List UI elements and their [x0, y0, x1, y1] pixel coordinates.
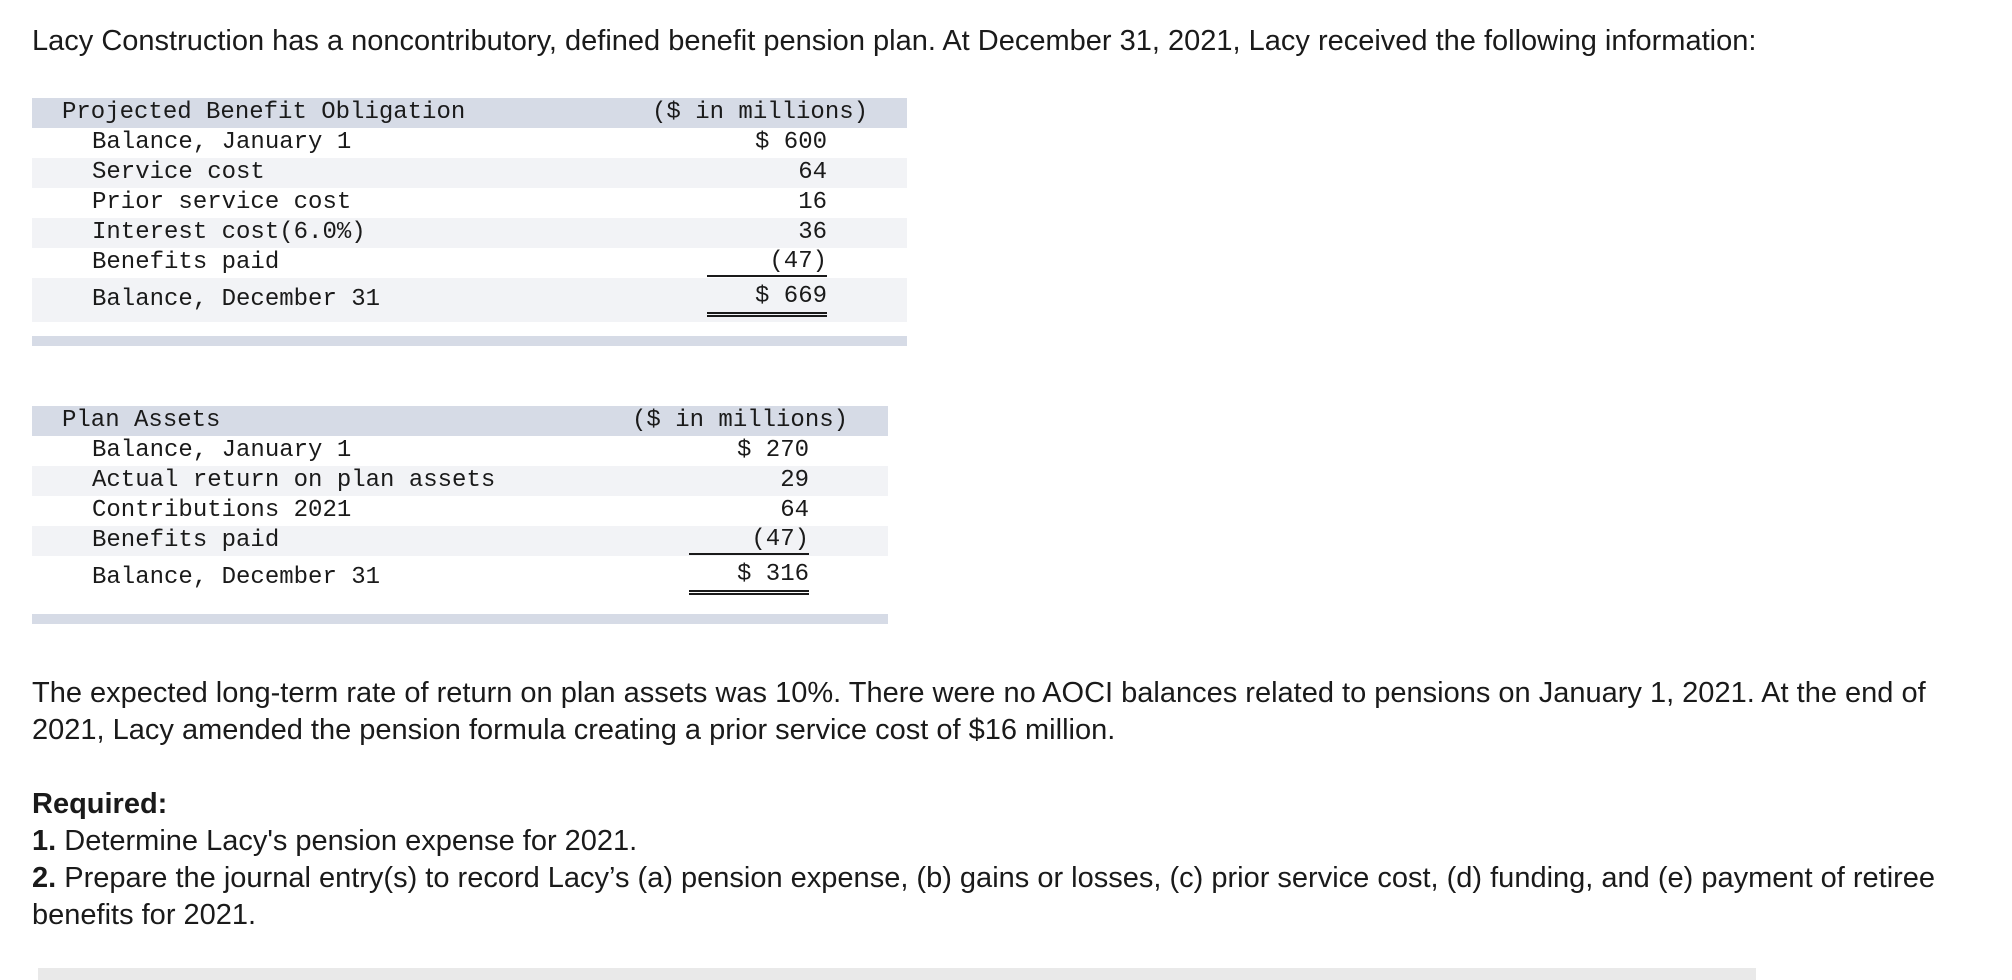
table-row: Benefits paid (47) [32, 248, 907, 278]
row-label: Contributions 2021 [92, 497, 352, 524]
table-row: Interest cost(6.0%) 36 [32, 218, 907, 248]
row-value: 64 [798, 159, 827, 186]
required-title: Required: [32, 788, 168, 820]
table-header-row: Projected Benefit Obligation ($ in milli… [32, 98, 907, 128]
table-row: Contributions 2021 64 [32, 496, 888, 526]
table-divider [32, 614, 888, 624]
table-row: Actual return on plan assets 29 [32, 466, 888, 496]
table-divider [32, 336, 907, 346]
table-row: Service cost 64 [32, 158, 907, 188]
bottom-divider [38, 968, 1756, 980]
row-label: Balance, January 1 [92, 437, 352, 464]
row-value: 64 [780, 497, 809, 524]
plan-assets-table: Plan Assets ($ in millions) Balance, Jan… [32, 406, 888, 624]
row-value: (47) [707, 248, 827, 277]
row-label: Actual return on plan assets [92, 467, 496, 494]
total-label: Balance, December 31 [92, 564, 381, 591]
row-value: (47) [689, 526, 809, 555]
required-item: 2. Prepare the journal entry(s) to recor… [32, 860, 1992, 934]
required-item-number: 1. [32, 825, 57, 857]
table-header-row: Plan Assets ($ in millions) [32, 406, 888, 436]
table-unit: ($ in millions) [632, 407, 849, 434]
row-label: Balance, January 1 [92, 129, 352, 156]
table-title: Plan Assets [62, 407, 221, 434]
row-value: 29 [780, 467, 809, 494]
required-item-text: Determine Lacy's pension expense for 202… [56, 825, 638, 857]
row-value: $ 600 [754, 129, 827, 156]
table-row: Prior service cost 16 [32, 188, 907, 218]
row-value: 16 [798, 189, 827, 216]
required-item-number: 2. [32, 862, 57, 894]
table-unit: ($ in millions) [652, 99, 869, 126]
table-total-row: Balance, December 31 $ 316 [32, 556, 888, 600]
row-label: Benefits paid [92, 249, 280, 276]
table-row: Benefits paid (47) [32, 526, 888, 556]
row-value: $ 270 [736, 437, 809, 464]
row-label: Benefits paid [92, 527, 280, 554]
row-label: Prior service cost [92, 189, 352, 216]
required-item: 1. Determine Lacy's pension expense for … [32, 823, 1992, 860]
pbo-table: Projected Benefit Obligation ($ in milli… [32, 98, 907, 346]
required-section: Required: 1. Determine Lacy's pension ex… [32, 786, 1992, 934]
required-item-text: Prepare the journal entry(s) to record L… [32, 862, 1936, 931]
intro-text: Lacy Construction has a noncontributory,… [32, 25, 1757, 57]
table-title: Projected Benefit Obligation [62, 99, 466, 126]
row-value: 36 [798, 219, 827, 246]
total-value: $ 669 [707, 282, 827, 317]
table-total-row: Balance, December 31 $ 669 [32, 278, 907, 322]
total-value: $ 316 [689, 560, 809, 595]
row-label: Interest cost(6.0%) [92, 219, 366, 246]
total-label: Balance, December 31 [92, 286, 381, 313]
table-row: Balance, January 1 $ 600 [32, 128, 907, 158]
row-label: Service cost [92, 159, 265, 186]
table-row: Balance, January 1 $ 270 [32, 436, 888, 466]
assumptions-paragraph: The expected long-term rate of return on… [32, 677, 1926, 746]
